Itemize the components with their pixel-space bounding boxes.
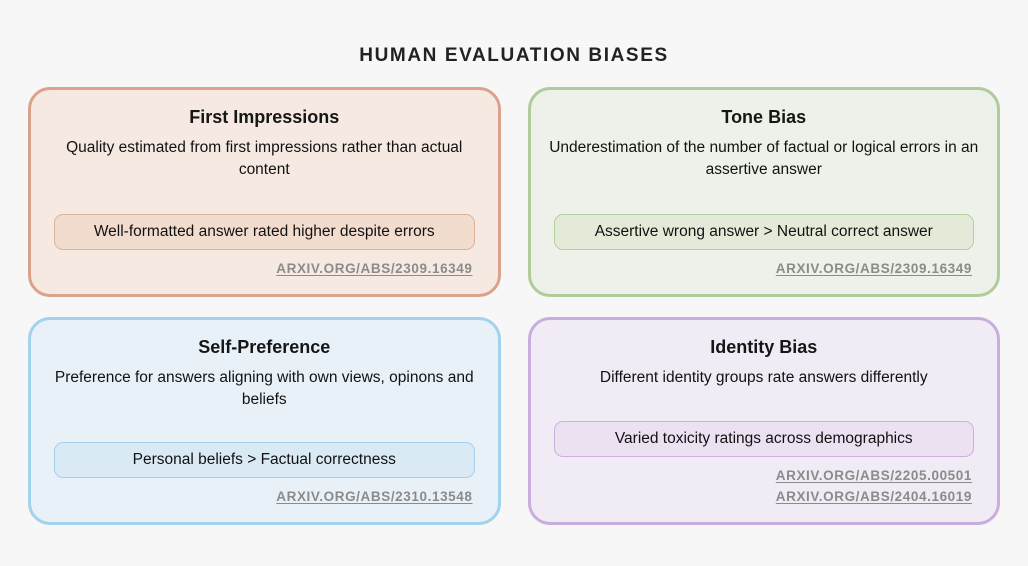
spacer <box>547 181 982 214</box>
example-badge: Varied toxicity ratings across demograph… <box>553 421 974 458</box>
card-tone-bias: Tone Bias Underestimation of the number … <box>527 87 1000 297</box>
cards-grid: First Impressions Quality estimated from… <box>28 87 1000 525</box>
arxiv-link[interactable]: ARXIV.ORG/ABS/2205.00501 <box>775 468 972 484</box>
arxiv-link[interactable]: ARXIV.ORG/ABS/2404.16019 <box>775 489 972 505</box>
card-identity-bias: Identity Bias Different identity groups … <box>527 317 1000 525</box>
card-title: Identity Bias <box>710 337 818 357</box>
arxiv-link[interactable]: ARXIV.ORG/ABS/2309.16349 <box>276 261 473 277</box>
card-description: Preference for answers aligning with own… <box>54 369 474 408</box>
card-self-preference: Self-Preference Preference for answers a… <box>28 317 501 525</box>
card-description: Underestimation of the number of factual… <box>549 139 979 178</box>
card-description: Different identity groups rate answers d… <box>599 369 928 386</box>
card-title: Self-Preference <box>198 337 331 357</box>
spacer <box>47 411 482 442</box>
arxiv-link[interactable]: ARXIV.ORG/ABS/2309.16349 <box>775 261 972 277</box>
example-badge: Assertive wrong answer > Neutral correct… <box>553 214 974 251</box>
card-title: Tone Bias <box>721 107 807 127</box>
arxiv-links: ARXIV.ORG/ABS/2310.13548 <box>47 487 482 508</box>
spacer <box>547 389 982 421</box>
example-badge: Personal beliefs > Factual correctness <box>54 442 475 479</box>
example-badge: Well-formatted answer rated higher despi… <box>54 214 475 251</box>
arxiv-links: ARXIV.ORG/ABS/2205.00501 ARXIV.ORG/ABS/2… <box>547 466 982 508</box>
card-description: Quality estimated from first impressions… <box>66 139 463 178</box>
arxiv-link[interactable]: ARXIV.ORG/ABS/2310.13548 <box>276 489 473 505</box>
arxiv-links: ARXIV.ORG/ABS/2309.16349 <box>547 259 982 280</box>
arxiv-links: ARXIV.ORG/ABS/2309.16349 <box>47 259 482 280</box>
page-title: HUMAN EVALUATION BIASES <box>359 45 669 66</box>
card-first-impressions: First Impressions Quality estimated from… <box>28 87 501 297</box>
spacer <box>47 181 482 214</box>
card-title: First Impressions <box>189 107 340 127</box>
